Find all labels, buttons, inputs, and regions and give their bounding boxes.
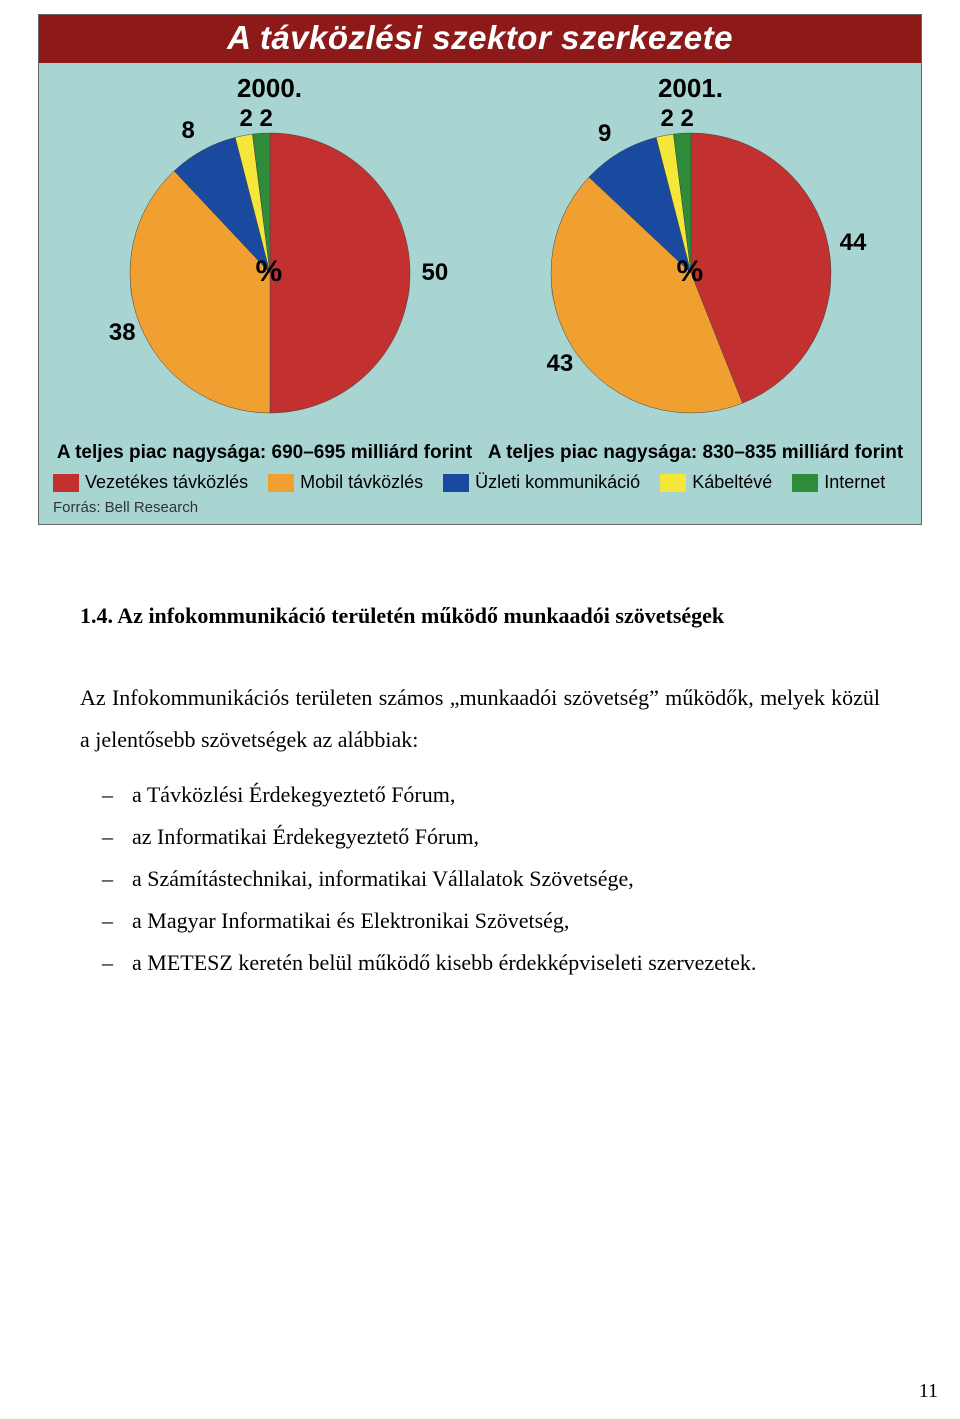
legend-item: Kábeltévé bbox=[660, 472, 772, 493]
slice-value-label: 43 bbox=[547, 350, 574, 378]
legend-label: Vezetékes távközlés bbox=[85, 472, 248, 493]
slice-value-label: 44 bbox=[840, 229, 867, 257]
slice-value-label: 2 bbox=[240, 105, 253, 133]
pie-svg bbox=[491, 108, 891, 428]
caption-2001: A teljes piac nagysága: 830–835 milliárd… bbox=[488, 442, 903, 464]
list-item: a Távközlési Érdekegyeztető Fórum, bbox=[102, 774, 880, 816]
legend-swatch bbox=[660, 474, 686, 492]
list-item: a Magyar Informatikai és Elektronikai Sz… bbox=[102, 900, 880, 942]
legend-label: Mobil távközlés bbox=[300, 472, 423, 493]
year-label: 2000. bbox=[237, 73, 302, 104]
pie-column: 2000.5038822% bbox=[70, 73, 470, 428]
legend-item: Internet bbox=[792, 472, 885, 493]
slice-value-label: 2 bbox=[661, 105, 674, 133]
chart-title-bar: A távközlési szektor szerkezete bbox=[39, 15, 921, 63]
section-heading: 1.4. Az infokommunikáció területén működ… bbox=[80, 595, 880, 637]
legend-item: Üzleti kommunikáció bbox=[443, 472, 640, 493]
slice-value-label: 9 bbox=[598, 120, 611, 148]
pie-column: 2001.4443922% bbox=[491, 73, 891, 428]
body-text: 1.4. Az infokommunikáció területén működ… bbox=[80, 595, 880, 983]
legend-swatch bbox=[268, 474, 294, 492]
pie-svg bbox=[70, 108, 470, 428]
bullet-list: a Távközlési Érdekegyeztető Fórum,az Inf… bbox=[102, 774, 880, 983]
legend-label: Üzleti kommunikáció bbox=[475, 472, 640, 493]
legend-swatch bbox=[443, 474, 469, 492]
legend-item: Mobil távközlés bbox=[268, 472, 423, 493]
year-label: 2001. bbox=[658, 73, 723, 104]
page-number: 11 bbox=[919, 1380, 938, 1403]
legend-label: Kábeltévé bbox=[692, 472, 772, 493]
list-item: a Számítástechnikai, informatikai Vállal… bbox=[102, 858, 880, 900]
legend-label: Internet bbox=[824, 472, 885, 493]
list-item: a METESZ keretén belül működő kisebb érd… bbox=[102, 942, 880, 984]
legend-row: Vezetékes távközlés Mobil távközlés Üzleti… bbox=[39, 470, 921, 499]
slice-value-label: 8 bbox=[181, 117, 194, 145]
chart-source: Forrás: Bell Research bbox=[39, 499, 921, 524]
pie-chart: 4443922% bbox=[491, 108, 891, 428]
legend-swatch bbox=[792, 474, 818, 492]
slice-value-label: 2 bbox=[681, 105, 694, 133]
legend-swatch bbox=[53, 474, 79, 492]
chart-title: A távközlési szektor szerkezete bbox=[227, 19, 733, 56]
pies-row: 2000.5038822%2001.4443922% bbox=[39, 63, 921, 428]
caption-2000: A teljes piac nagysága: 690–695 milliárd… bbox=[57, 442, 472, 464]
slice-value-label: 2 bbox=[260, 105, 273, 133]
slice-value-label: 50 bbox=[422, 259, 449, 287]
intro-paragraph: Az Infokommunikációs területen számos „m… bbox=[80, 677, 880, 761]
list-item: az Informatikai Érdekegyeztető Fórum, bbox=[102, 816, 880, 858]
legend-item: Vezetékes távközlés bbox=[53, 472, 248, 493]
pie-slice bbox=[270, 133, 410, 413]
pie-chart: 5038822% bbox=[70, 108, 470, 428]
captions-row: A teljes piac nagysága: 690–695 milliárd… bbox=[39, 428, 921, 470]
slice-value-label: 38 bbox=[109, 319, 136, 347]
telecom-chart: A távközlési szektor szerkezete 2000. 50 3… bbox=[38, 14, 922, 525]
